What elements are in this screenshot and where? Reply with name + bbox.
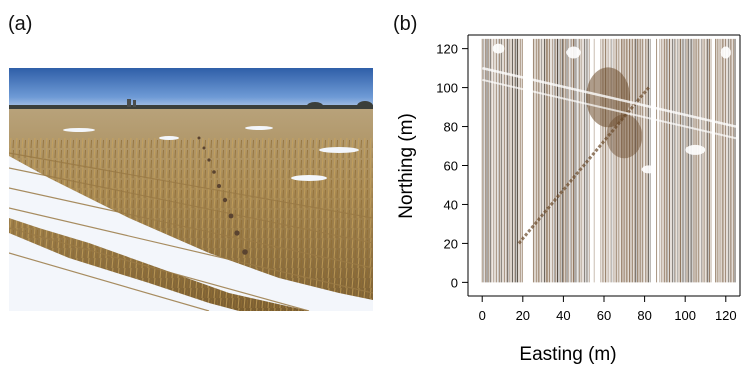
x-tick-label: 100 [674,308,696,323]
heatmap-chart: 0 20 40 60 80 100 120 0 20 40 60 80 100 120 Easting (… [396,34,741,365]
field-photo [9,68,373,311]
silo-icon [133,100,136,107]
axes: 0 20 40 60 80 100 120 0 20 40 60 80 100 120 [436,34,741,323]
y-tick-label: 20 [444,236,458,251]
y-axis-label: Northing (m) [396,113,417,219]
heatmap-snow-streak [481,66,737,128]
panel-b-label: (b) [393,13,418,35]
heatmap-snow-patch [720,46,731,59]
x-tick-label: 120 [715,308,737,323]
footprint-trail [197,136,248,255]
heatmap-image [481,38,737,283]
horizon-treeline [9,105,373,109]
x-tick-label: 40 [556,308,570,323]
y-tick-label: 100 [436,81,458,96]
tree-icon [357,101,373,111]
heatmap-diagonal-track [517,86,650,245]
y-tick-label: 80 [444,120,458,135]
y-tick-label: 0 [451,275,458,290]
heatmap-blotch [606,114,643,159]
x-tick-label: 80 [637,308,651,323]
stubble-row-lines [9,152,373,311]
x-tick-label: 60 [597,308,611,323]
field-photo-illustration [9,68,373,311]
x-tick-label: 0 [479,308,486,323]
tree-icon [307,102,323,110]
heatmap-snow-patch [566,46,581,59]
plot-panel: 0 20 40 60 80 100 120 0 20 40 60 80 100 120 Easting (… [390,30,750,367]
silo-icon [127,99,131,107]
heatmap-snow-patch [492,43,505,54]
y-tick-label: 60 [444,159,458,174]
y-tick-label: 120 [436,42,458,57]
snow-patches [9,126,373,311]
panel-a-label: (a) [8,13,33,35]
heatmap-snow-patch [685,144,706,155]
heatmap-snow-patch [641,165,656,174]
x-axis-label: Easting (m) [519,344,616,365]
x-tick-label: 20 [516,308,530,323]
y-tick-label: 40 [444,197,458,212]
heatmap-snow-streak [481,78,737,140]
